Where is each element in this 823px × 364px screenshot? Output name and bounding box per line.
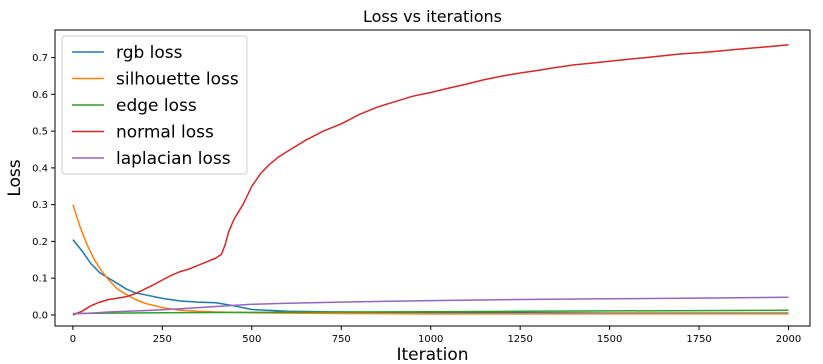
x-tick-label: 250 [153,334,172,345]
y-tick-label: 0.4 [32,163,48,174]
x-tick-label: 1750 [686,334,711,345]
legend-label: normal loss [116,123,214,143]
y-axis: 0.0 0.1 0.2 0.3 0.4 0.5 0.6 0.7 [32,53,55,321]
x-tick-label: 500 [242,334,261,345]
y-tick-label: 0.1 [32,274,48,285]
y-tick-label: 0.5 [32,127,48,138]
y-axis-label: Loss [5,159,25,196]
x-tick-label: 2000 [776,334,801,345]
y-tick-label: 0.6 [32,90,48,101]
y-tick-label: 0.2 [32,237,48,248]
series-line-rgb-loss [73,240,789,314]
x-tick-label: 0 [70,334,76,345]
x-tick-label: 1250 [507,334,532,345]
legend-label: rgb loss [116,43,183,63]
chart-title: Loss vs iterations [363,7,502,26]
legend-label: silhouette loss [116,70,239,90]
legend-label: laplacian loss [116,149,231,169]
y-tick-label: 0.0 [32,310,48,321]
x-tick-label: 1000 [418,334,443,345]
x-axis-label: Iteration [396,345,468,364]
legend-label: edge loss [116,96,197,116]
legend: rgb loss silhouette loss edge loss normal l… [62,36,247,174]
y-tick-label: 0.7 [32,53,48,64]
y-tick-label: 0.3 [32,200,48,211]
x-tick-label: 750 [332,334,351,345]
x-tick-label: 1500 [597,334,622,345]
x-axis: 0 250 500 750 1000 1250 1500 1750 2000 [70,326,802,345]
